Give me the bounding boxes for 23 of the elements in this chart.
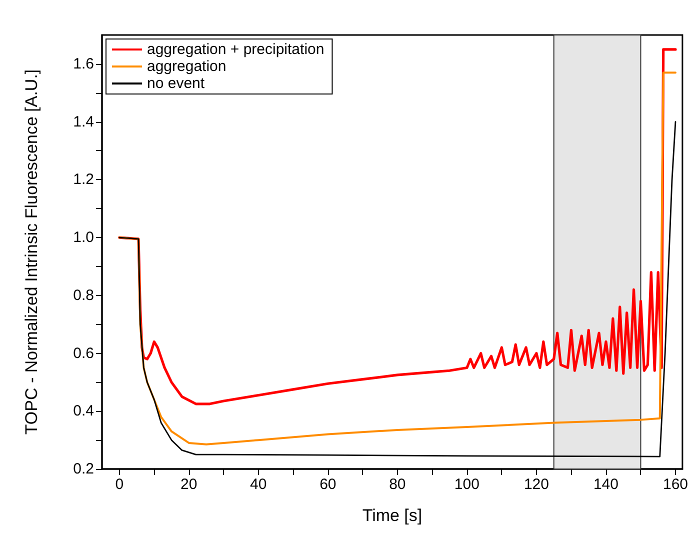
y-tick-label: 1.2 — [73, 171, 94, 188]
y-tick-label: 1.6 — [73, 55, 94, 72]
y-tick-label: 0.8 — [73, 286, 94, 304]
legend-label: no event — [147, 75, 206, 92]
x-tick-label: 60 — [320, 476, 336, 493]
legend-label: aggregation + precipitation — [147, 41, 324, 58]
x-tick-label: 0 — [115, 476, 124, 493]
x-tick-label: 140 — [593, 476, 618, 493]
x-tick-label: 20 — [180, 476, 198, 493]
x-tick-label: 100 — [454, 476, 480, 493]
x-tick-label: 120 — [524, 476, 549, 493]
x-tick-label: 40 — [250, 476, 267, 493]
y-tick-label: 0.2 — [73, 460, 94, 478]
y-axis-title: TOPC - Normalized Intrinsic Fluorescence [A.U.] — [22, 69, 41, 435]
y-tick-label: 1.4 — [73, 113, 94, 130]
y-tick-label: 0.4 — [73, 402, 94, 420]
x-tick-label: 80 — [389, 476, 406, 493]
legend-label: aggregation — [147, 58, 226, 75]
line-series — [118, 121, 676, 458]
y-tick-label: 1.0 — [73, 229, 94, 246]
x-axis-title: Time [s] — [362, 506, 422, 525]
y-tick-label: 0.6 — [73, 344, 94, 362]
x-tick-label: 160 — [662, 476, 688, 493]
